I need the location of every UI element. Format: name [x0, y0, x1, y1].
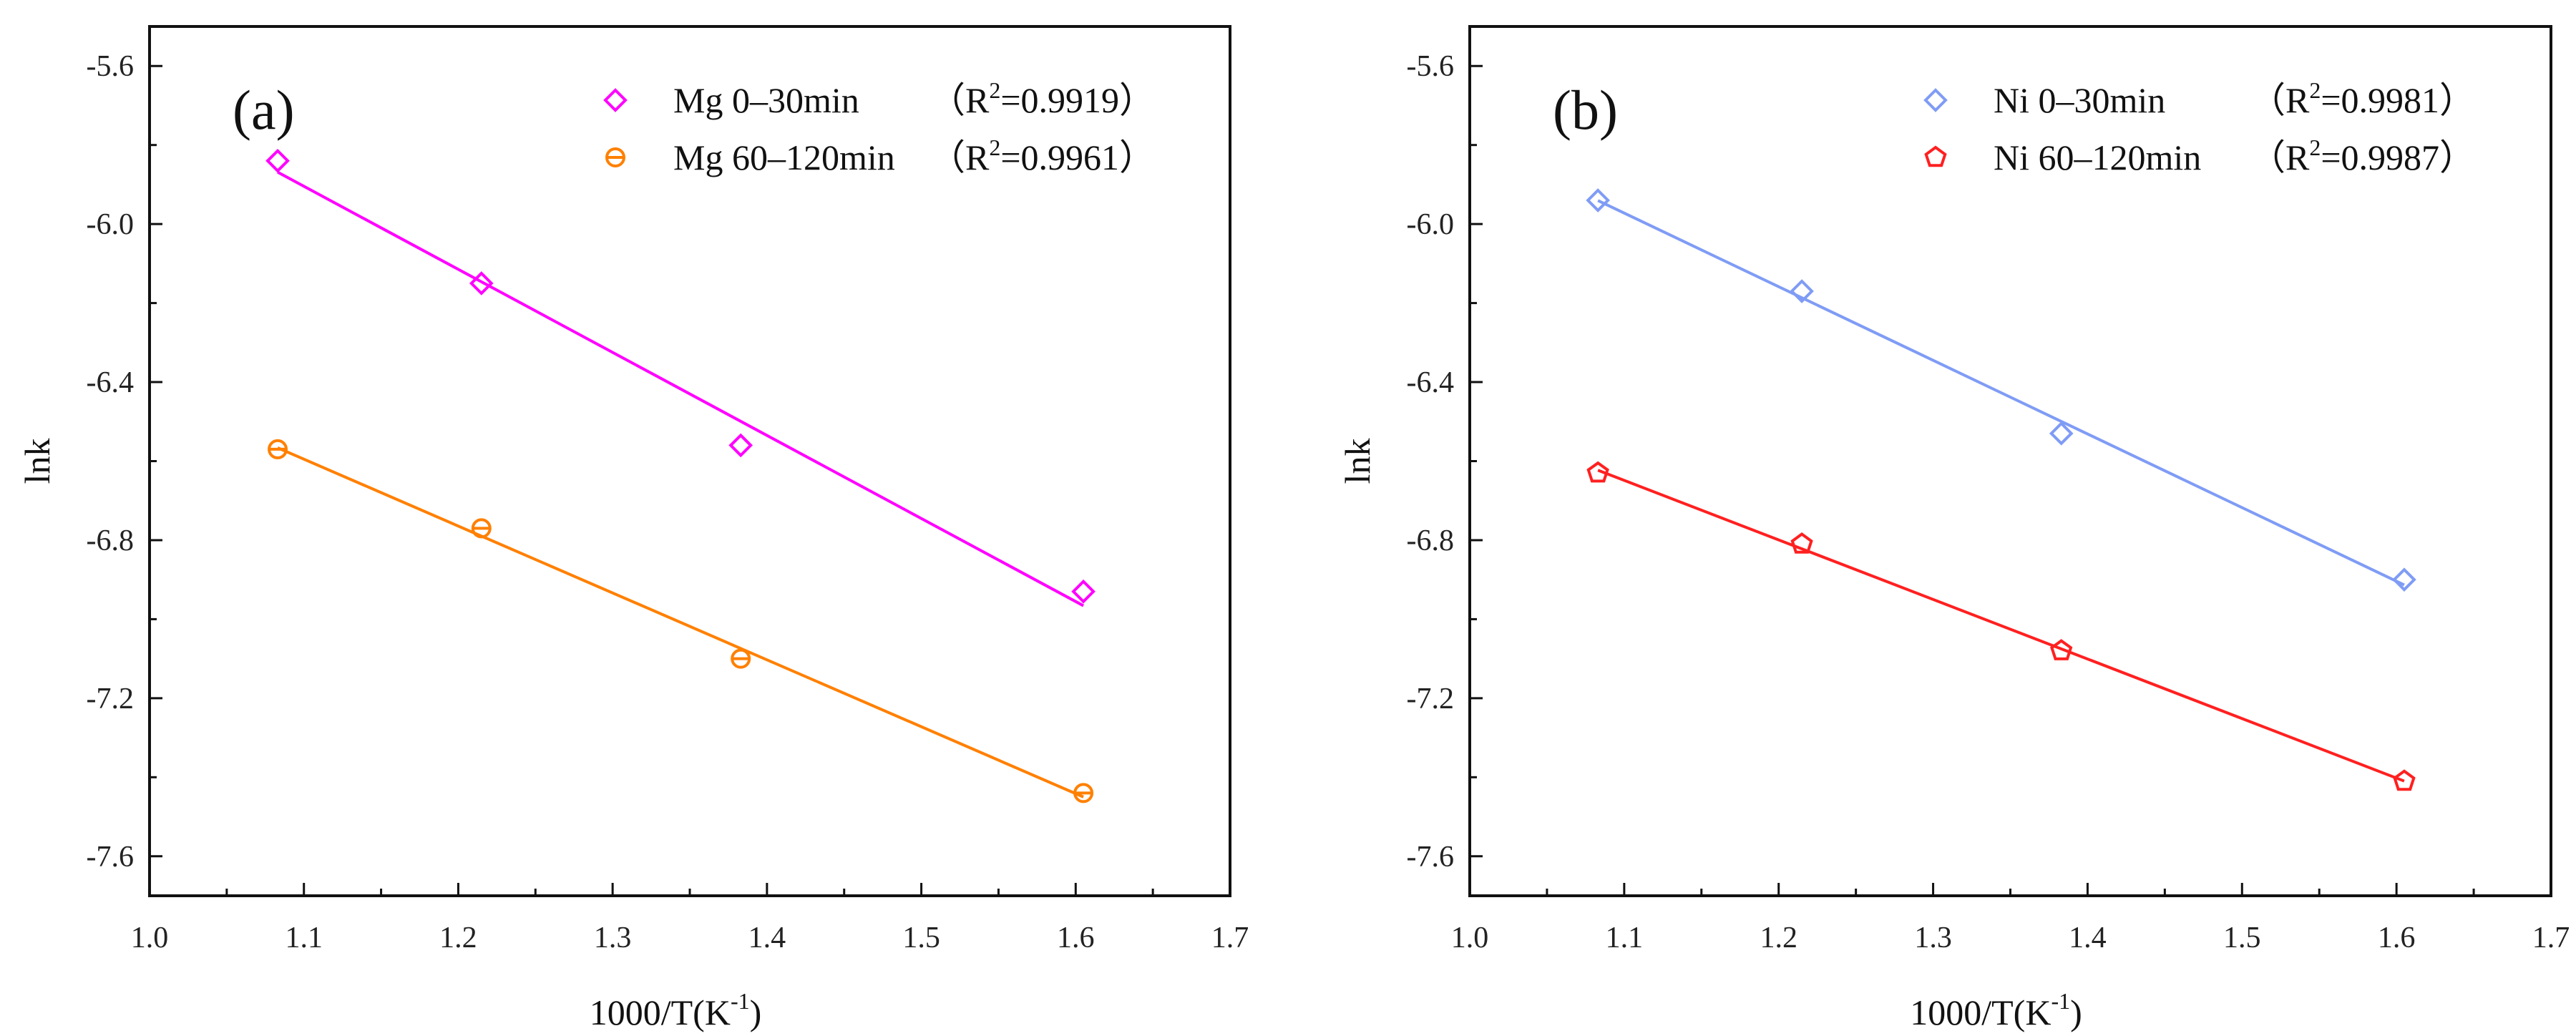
legend-r2-value: =0.9919） [1000, 80, 1155, 120]
y-tick-label: -7.6 [1407, 841, 1455, 874]
legend-marker [603, 88, 628, 112]
series-0 [265, 148, 1096, 607]
legend-label: Ni 60–120min [1994, 137, 2201, 177]
data-point [1586, 461, 1609, 483]
data-point [2392, 567, 2416, 592]
data-point [2050, 639, 2073, 660]
data-point [1071, 579, 1096, 604]
x-tick-label: 1.3 [1914, 922, 1952, 954]
legend-label: Mg 60–120min [673, 137, 895, 177]
legend-r2-value: =0.9987） [2321, 137, 2475, 177]
legend-r2-open: （R [930, 137, 990, 177]
legend-r2-value: =0.9981） [2321, 80, 2475, 120]
data-point [1790, 279, 1814, 303]
legend-marker [605, 147, 625, 167]
series-1 [268, 439, 1094, 803]
x-axis-title: 1000/T(K-1) [590, 988, 762, 1032]
x-tick-label: 1.7 [2532, 922, 2570, 954]
legend-entry: Ni 0–30min （R2=0.9981） [1923, 77, 2475, 120]
y-tick-label: -6.8 [87, 524, 135, 557]
panel-b: 1.0 1.1 1.2 1.3 1.4 1.5 1.6 1.7 -5.6 -6.0 -6.4 -6.8… [1337, 25, 2570, 1032]
x-tick-label: 1.0 [131, 922, 169, 954]
legend-r2: （R2=0.9961） [930, 135, 1155, 177]
x-tick-label: 1.0 [1451, 922, 1489, 954]
y-axis-title: lnk [1337, 439, 1377, 484]
x-tick-label: 1.4 [748, 922, 786, 954]
data-point [2393, 769, 2416, 791]
legend-entry: Mg 60–120min （R2=0.9961） [605, 135, 1155, 177]
data-point [728, 433, 753, 458]
x-tick-label: 1.3 [594, 922, 632, 954]
legend-r2-open: （R [2250, 137, 2310, 177]
legend-r2: （R2=0.9987） [2250, 135, 2475, 177]
series-1 [1586, 461, 2416, 791]
y-tick-label: -6.4 [1407, 366, 1455, 399]
x-axis-title: 1000/T(K-1) [1910, 988, 2082, 1032]
legend-r2-open: （R [930, 80, 990, 120]
x-tick-label: 1.2 [439, 922, 477, 954]
panel-label: (b) [1553, 79, 1618, 141]
data-point [268, 439, 288, 459]
y-tick-label: -5.6 [1407, 50, 1455, 83]
legend-r2-open: （R [2250, 80, 2310, 120]
fit-line [1597, 469, 2405, 783]
data-point [731, 648, 751, 669]
data-point [471, 518, 492, 539]
x-tick-label: 1.5 [902, 922, 940, 954]
legend-label: Mg 0–30min [673, 80, 859, 120]
y-tick-label: -5.6 [87, 50, 135, 83]
legend-entry: Ni 60–120min （R2=0.9987） [1924, 135, 2475, 177]
data-point [1073, 783, 1094, 803]
fit-line [1597, 199, 2405, 587]
x-axis-title-end: ) [750, 992, 762, 1032]
x-tick-label: 1.6 [1057, 922, 1095, 954]
y-tick-label: -6.0 [1407, 208, 1455, 241]
x-axis-title-main: 1000/T(K [590, 992, 731, 1032]
x-axis-title-end: ) [2070, 992, 2082, 1032]
x-tick-label: 1.4 [2069, 922, 2107, 954]
series-0 [1586, 188, 2416, 592]
legend-r2-sup: 2 [989, 135, 1000, 160]
legend-r2: （R2=0.9981） [2250, 77, 2475, 120]
legend-r2-value: =0.9961） [1000, 137, 1155, 177]
fit-line [277, 446, 1084, 798]
y-tick-label: -7.2 [87, 683, 135, 715]
data-point [265, 148, 290, 173]
x-tick-label: 1.2 [1760, 922, 1797, 954]
legend-r2-sup: 2 [2309, 135, 2321, 160]
legend-r2-sup: 2 [2309, 77, 2321, 103]
y-tick-label: -6.4 [87, 366, 135, 399]
x-axis-title-main: 1000/T(K [1910, 992, 2051, 1032]
x-axis-title-sup: -1 [2051, 988, 2070, 1014]
panel-a: 1.0 1.1 1.2 1.3 1.4 1.5 1.6 1.7 -5.6 -6.0 -6.4 -6.8… [17, 25, 1249, 1032]
x-tick-label: 1.7 [1211, 922, 1249, 954]
legend-r2: （R2=0.9919） [930, 77, 1155, 120]
y-tick-label: -6.8 [1407, 524, 1455, 557]
x-tick-label: 1.1 [285, 922, 323, 954]
legend-marker [1924, 145, 1947, 167]
data-point [469, 271, 494, 295]
x-axis-title-sup: -1 [731, 988, 750, 1014]
legend-marker [1923, 88, 1948, 112]
legend-r2-sup: 2 [989, 77, 1000, 103]
fit-line [277, 170, 1085, 607]
x-tick-label: 1.6 [2378, 922, 2416, 954]
x-tick-label: 1.5 [2223, 922, 2261, 954]
data-point [1586, 188, 1610, 212]
x-tick-label: 1.1 [1606, 922, 1644, 954]
y-tick-label: -6.0 [87, 208, 135, 241]
data-point [1790, 532, 1813, 554]
y-axis-title: lnk [17, 439, 57, 484]
data-point [2049, 421, 2074, 446]
panel-label: (a) [233, 79, 295, 141]
legend-entry: Mg 0–30min （R2=0.9919） [603, 77, 1155, 120]
y-tick-label: -7.2 [1407, 683, 1455, 715]
y-tick-label: -7.6 [87, 841, 135, 874]
legend-label: Ni 0–30min [1994, 80, 2165, 120]
